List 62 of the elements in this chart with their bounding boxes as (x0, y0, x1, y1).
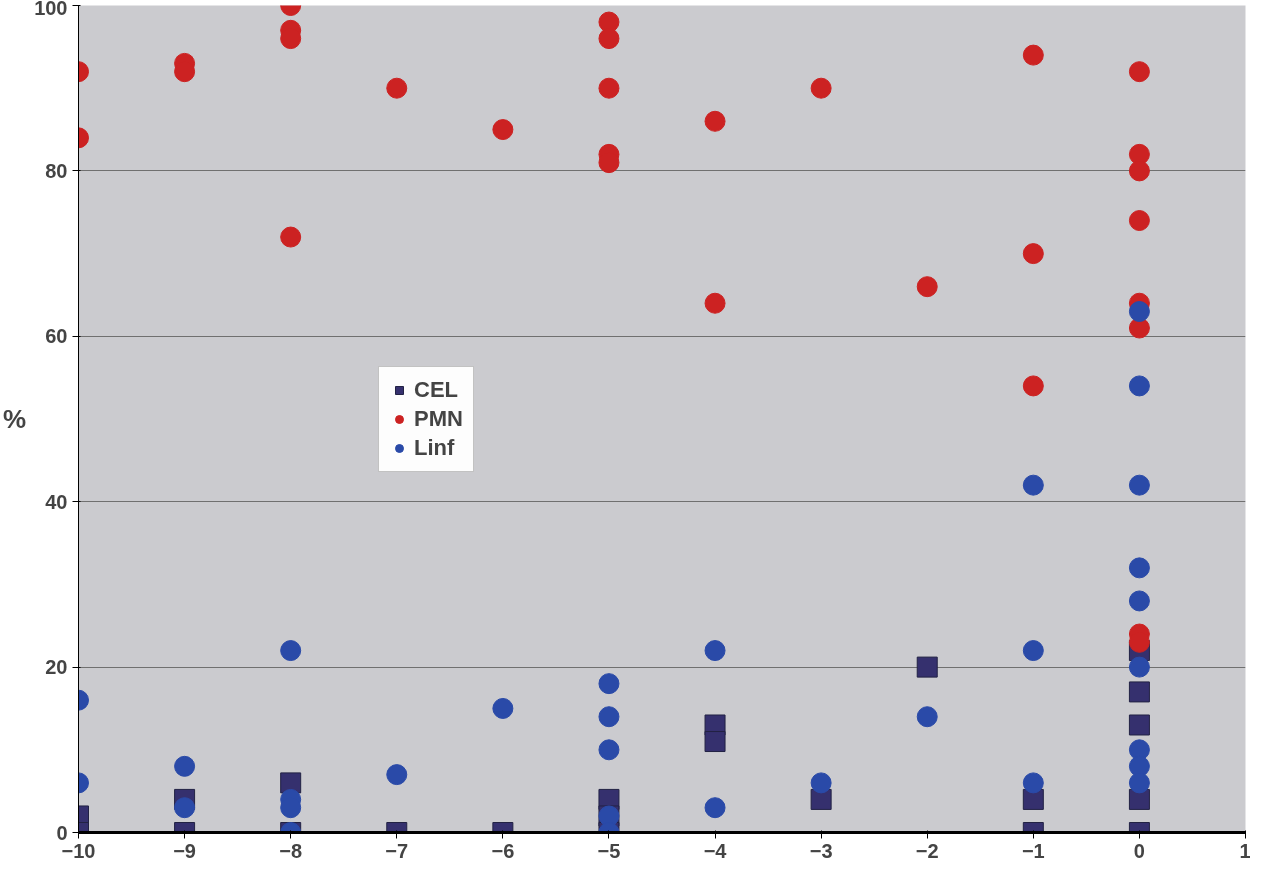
y-tick-label: 20 (45, 656, 68, 679)
point (492, 119, 514, 141)
x-tick-label: −5 (597, 839, 621, 862)
point (916, 276, 938, 298)
point (1022, 772, 1044, 794)
y-tick-label: 100 (34, 0, 68, 19)
point (704, 110, 726, 132)
point (810, 77, 832, 99)
point (1128, 557, 1150, 579)
point (598, 706, 620, 728)
point (598, 739, 620, 761)
legend-label: CEL (414, 376, 458, 403)
x-tick-label: −9 (173, 839, 196, 862)
point (386, 77, 408, 99)
x-tick-label: −1 (1021, 839, 1045, 862)
point (1022, 375, 1044, 397)
y-tick-label: 40 (45, 490, 68, 513)
point (1128, 210, 1150, 231)
y-tick-label: 80 (45, 159, 68, 182)
point (704, 731, 726, 753)
x-tick-label: −7 (385, 839, 409, 862)
x-tick-label: 1 (1239, 839, 1251, 862)
point (1128, 714, 1150, 736)
point (1128, 590, 1150, 612)
point (492, 697, 514, 719)
point (1128, 143, 1150, 165)
legend-label: PMN (414, 405, 463, 432)
point (1022, 640, 1044, 662)
x-tick-label: −4 (703, 839, 728, 862)
point (916, 706, 938, 728)
point (1022, 243, 1044, 265)
point (1128, 160, 1150, 182)
point (386, 764, 408, 786)
point (1128, 61, 1150, 83)
point (598, 673, 620, 695)
point (1128, 772, 1150, 794)
point (704, 797, 726, 819)
point (280, 226, 302, 248)
x-tick-label: 0 (1133, 839, 1145, 862)
point (598, 77, 620, 99)
point (704, 640, 726, 662)
point (1022, 44, 1044, 66)
point (1128, 681, 1150, 703)
point (174, 797, 196, 819)
point (174, 755, 196, 777)
point (1128, 656, 1150, 678)
point (916, 656, 938, 678)
x-tick-label: −8 (279, 839, 303, 862)
point (1128, 474, 1150, 496)
point (704, 292, 726, 314)
point (1022, 474, 1044, 496)
x-tick-label: −2 (915, 839, 939, 862)
point (1128, 375, 1150, 397)
point (1128, 301, 1150, 322)
point (280, 640, 302, 662)
x-tick-label: −3 (809, 839, 833, 862)
x-tick-label: −6 (491, 839, 515, 862)
y-tick-label: 60 (45, 325, 68, 348)
point (598, 28, 620, 50)
point (810, 772, 832, 794)
legend-label: Linf (414, 434, 455, 461)
y-axis-title: % (3, 404, 27, 434)
